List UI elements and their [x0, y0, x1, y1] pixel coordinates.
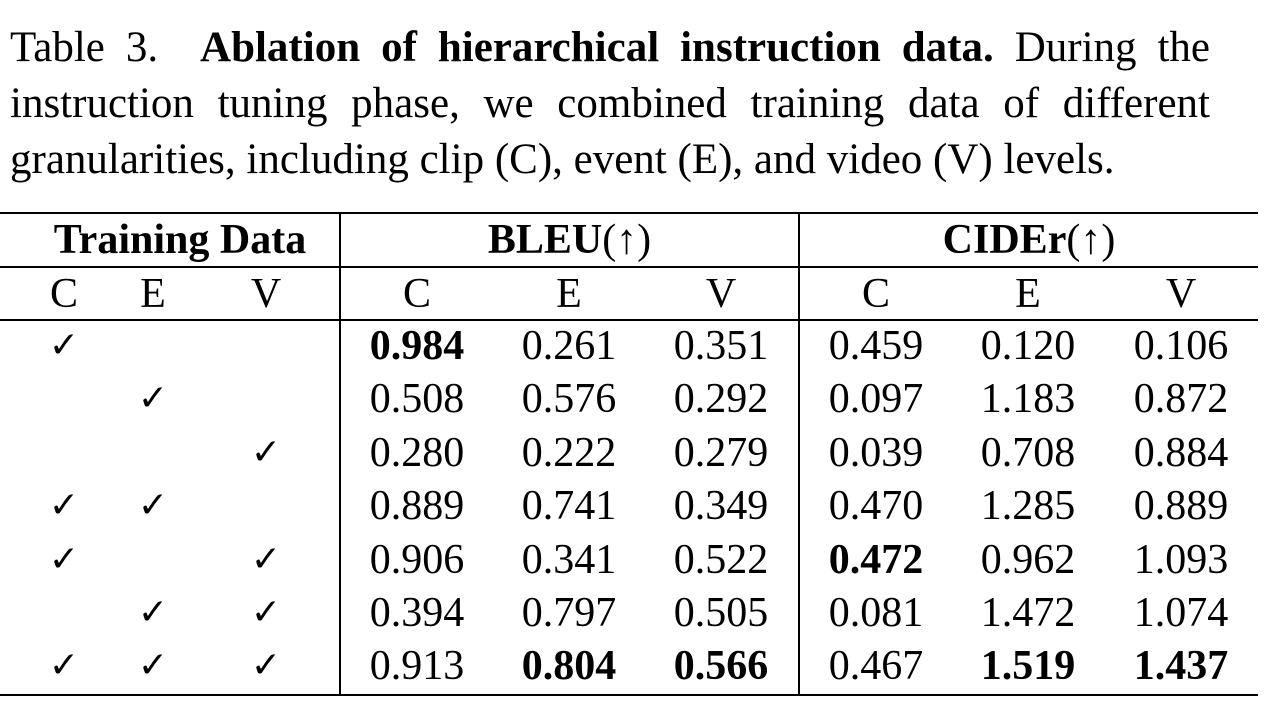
cider-value: 0.039	[828, 430, 924, 476]
divider-training-bleu	[339, 212, 341, 696]
bleu-value: 0.913	[369, 643, 465, 689]
bleu-value: 0.351	[673, 323, 769, 369]
header-cider: CIDEr(↑)	[942, 217, 1116, 263]
bleu-value: 0.349	[673, 483, 769, 529]
check-e-icon: ✓	[137, 378, 169, 419]
cider-value: 1.519	[980, 643, 1076, 689]
check-c-icon: ✓	[48, 325, 80, 366]
caption-body: During the instruction tuning phase, we …	[10, 24, 1211, 183]
check-c-icon: ✓	[48, 539, 80, 580]
cider-value: 1.285	[980, 483, 1076, 529]
bleu-value: 0.522	[673, 537, 769, 583]
header-bleu: BLEU(↑)	[487, 217, 652, 263]
bleu-value: 0.984	[369, 323, 465, 369]
subheader-training-c: C	[49, 271, 78, 317]
bottom-rule	[0, 694, 1258, 696]
cider-value: 0.884	[1133, 430, 1229, 476]
cider-value: 0.962	[980, 537, 1076, 583]
bleu-value: 0.222	[521, 430, 617, 476]
divider-bleu-cider	[798, 212, 800, 696]
subheader-cider-e: E	[1015, 271, 1041, 317]
subheader-training-v: V	[250, 271, 282, 317]
results-table: Training Data BLEU(↑) CIDEr(↑) C E V C E V C E V…	[0, 212, 1258, 696]
cider-value: 0.097	[828, 376, 924, 422]
subheader-training-e: E	[140, 271, 166, 317]
subheader-bleu-e: E	[556, 271, 582, 317]
check-v-icon: ✓	[250, 432, 282, 473]
cider-value: 0.467	[828, 643, 924, 689]
cider-value: 1.074	[1133, 590, 1229, 636]
subheader-bleu-v: V	[705, 271, 737, 317]
check-c-icon: ✓	[48, 645, 80, 686]
cider-value: 0.081	[828, 590, 924, 636]
bleu-value: 0.279	[673, 430, 769, 476]
subheader-cider-c: C	[861, 271, 890, 317]
bleu-value: 0.261	[521, 323, 617, 369]
bleu-value: 0.508	[369, 376, 465, 422]
bleu-value: 0.505	[673, 590, 769, 636]
cider-value: 0.889	[1133, 483, 1229, 529]
check-v-icon: ✓	[250, 539, 282, 580]
check-c-icon: ✓	[48, 485, 80, 526]
header-training-data: Training Data	[53, 217, 307, 263]
cider-value: 1.183	[980, 376, 1076, 422]
bleu-value: 0.804	[521, 643, 617, 689]
cider-value: 0.120	[980, 323, 1076, 369]
cider-value: 0.472	[828, 537, 924, 583]
bleu-value: 0.292	[673, 376, 769, 422]
subheader-cider-v: V	[1165, 271, 1197, 317]
check-v-icon: ✓	[250, 592, 282, 633]
bleu-value: 0.566	[673, 643, 769, 689]
caption-title: Ablation of hierarchical instruction dat…	[200, 24, 994, 71]
cider-value: 1.437	[1133, 643, 1229, 689]
cider-value: 0.708	[980, 430, 1076, 476]
bleu-value: 0.576	[521, 376, 617, 422]
cider-value: 0.106	[1133, 323, 1229, 369]
check-e-icon: ✓	[137, 485, 169, 526]
cider-value: 1.093	[1133, 537, 1229, 583]
bleu-value: 0.906	[369, 537, 465, 583]
bleu-value: 0.280	[369, 430, 465, 476]
cider-value: 1.472	[980, 590, 1076, 636]
cider-value: 0.470	[828, 483, 924, 529]
bleu-value: 0.394	[369, 590, 465, 636]
table-caption: Table 3. Ablation of hierarchical instru…	[10, 20, 1210, 188]
cider-value: 0.872	[1133, 376, 1229, 422]
bleu-value: 0.341	[521, 537, 617, 583]
check-e-icon: ✓	[137, 645, 169, 686]
check-e-icon: ✓	[137, 592, 169, 633]
bleu-value: 0.889	[369, 483, 465, 529]
bleu-value: 0.741	[521, 483, 617, 529]
subheader-bleu-c: C	[402, 271, 431, 317]
check-v-icon: ✓	[250, 645, 282, 686]
cider-value: 0.459	[828, 323, 924, 369]
header-rule	[0, 319, 1258, 321]
group-header-rule	[0, 266, 1258, 268]
top-rule	[0, 212, 1258, 214]
caption-label: Table 3.	[10, 24, 159, 71]
bleu-value: 0.797	[521, 590, 617, 636]
